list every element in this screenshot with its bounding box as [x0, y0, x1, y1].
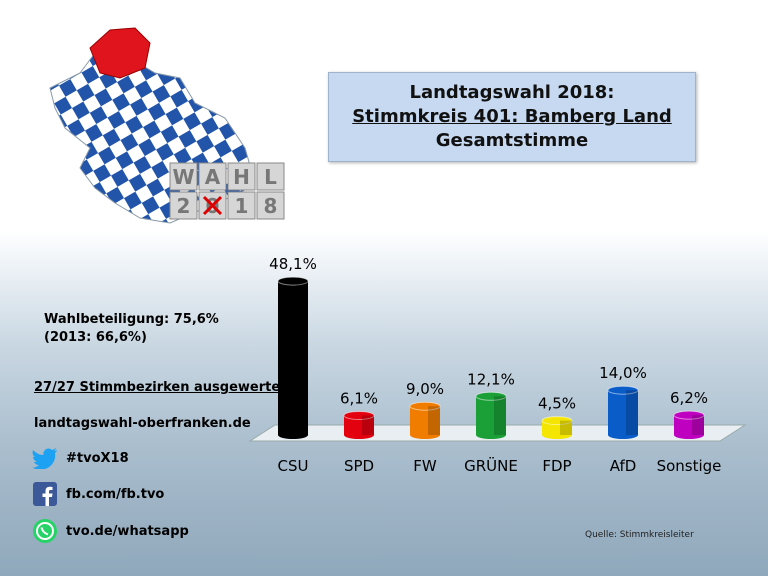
title-box: Landtagswahl 2018: Stimmkreis 401: Bambe… [328, 72, 696, 162]
bar-value-label: 9,0% [406, 380, 444, 398]
bar-value-label: 4,5% [538, 395, 576, 413]
category-label: Sonstige [657, 457, 722, 475]
bar-fw: 9,0% FW [406, 380, 444, 475]
bar-shade [362, 415, 374, 435]
svg-text:L: L [264, 165, 277, 189]
bar-body [278, 281, 308, 435]
source-note: Quelle: Stimmkreisleiter [585, 530, 694, 540]
cube-letter: H [227, 162, 256, 191]
bar-bottom [608, 431, 638, 439]
bar-sonstige: 6,2% Sonstige [657, 389, 722, 475]
twitter-icon [32, 445, 58, 471]
bar-csu: 48,1% CSU [269, 255, 317, 475]
turnout-text: Wahlbeteiligung: 75,6% [44, 312, 219, 327]
bar-body [476, 396, 506, 435]
year-cubes: 2018 [169, 191, 285, 220]
bar-value-label: 12,1% [467, 370, 515, 388]
bar-bottom [344, 431, 374, 439]
bar-afd: 14,0% AfD [599, 364, 647, 475]
bar-top [673, 410, 705, 420]
social-facebook[interactable]: fb.com/fb.tvo [32, 474, 189, 514]
cube-letter: W [169, 162, 198, 191]
svg-text:8: 8 [264, 194, 278, 218]
category-label: CSU [278, 457, 309, 475]
bar-top [343, 410, 375, 420]
bar-fdp: 4,5% FDP [538, 395, 576, 475]
svg-text:H: H [233, 165, 250, 189]
cube-digit: 0 [198, 191, 227, 220]
bar-shade [428, 406, 440, 435]
cube-letter: A [198, 162, 227, 191]
bar-body [674, 415, 704, 435]
bar-bottom [542, 431, 572, 439]
svg-text:2: 2 [177, 194, 191, 218]
bar-value-label: 48,1% [269, 255, 317, 273]
twitter-label: #tvoX18 [66, 450, 129, 466]
social-list: #tvoX18 fb.com/fb.tvo tvo.de/whatsapp [32, 442, 189, 548]
category-label: AfD [610, 457, 637, 475]
bar-top [541, 416, 573, 426]
bar-value-label: 14,0% [599, 364, 647, 382]
whatsapp-label: tvo.de/whatsapp [66, 523, 189, 539]
svg-text:W: W [172, 165, 194, 189]
bar-value-label: 6,2% [670, 389, 708, 407]
cube-letter: L [256, 162, 285, 191]
turnout-prev-text: (2013: 66,6%) [44, 330, 147, 345]
bar-top [475, 391, 507, 401]
bar-body [410, 406, 440, 435]
bar-shade [626, 390, 638, 435]
bar-bottom [674, 431, 704, 439]
title-line1: Landtagswahl 2018: [409, 82, 615, 103]
category-label: FDP [542, 457, 571, 475]
districts-text: 27/27 Stimmbezirken ausgewertet [34, 380, 287, 395]
bar-value-label: 6,1% [340, 389, 378, 407]
facebook-label: fb.com/fb.tvo [66, 486, 165, 502]
bar-bottom [410, 431, 440, 439]
title-line2: Stimmkreis 401: Bamberg Land [352, 106, 672, 127]
website-link[interactable]: landtagswahl-oberfranken.de [34, 416, 251, 431]
bar-top [277, 276, 309, 286]
cube-digit: 8 [256, 191, 285, 220]
bar-top [607, 385, 639, 395]
facebook-icon [32, 481, 58, 507]
whatsapp-icon [32, 518, 58, 544]
category-label: SPD [344, 457, 374, 475]
bar-shade [494, 396, 506, 435]
bar-shade [560, 420, 572, 435]
cube-digit: 1 [227, 191, 256, 220]
bar-shade [296, 281, 308, 435]
title-line3: Gesamtstimme [435, 130, 589, 151]
svg-text:1: 1 [235, 194, 249, 218]
bar-bottom [476, 431, 506, 439]
bar-body [344, 415, 374, 435]
bar-top [409, 401, 441, 411]
bar-grüne: 12,1% GRÜNE [464, 370, 518, 475]
social-twitter[interactable]: #tvoX18 [32, 442, 189, 474]
category-label: FW [413, 457, 437, 475]
bar-bottom [278, 431, 308, 439]
cube-digit: 2 [169, 191, 198, 220]
bar-chart: 48,1% CSU 6,1% SPD 9,0% FW 12,1% GRÜNE 4,5% FDP 14… [248, 255, 747, 475]
bar-body [608, 390, 638, 435]
social-whatsapp[interactable]: tvo.de/whatsapp [32, 514, 189, 548]
category-label: GRÜNE [464, 456, 518, 475]
oberfranken-highlight [89, 27, 151, 79]
svg-text:A: A [205, 165, 221, 189]
bar-spd: 6,1% SPD [340, 389, 378, 475]
bar-shade [692, 415, 704, 435]
